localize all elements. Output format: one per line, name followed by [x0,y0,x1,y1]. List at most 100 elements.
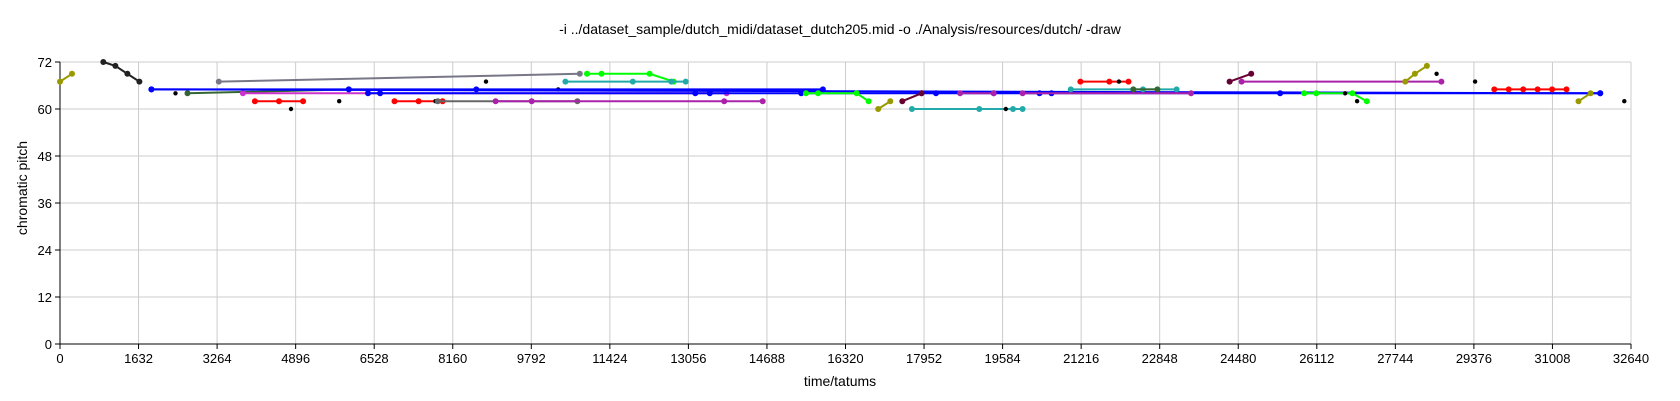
data-point [1301,90,1308,97]
data-point [391,98,398,105]
data-point [276,98,282,105]
series-32 [1238,78,1445,85]
x-tick-label: 11424 [592,351,627,366]
data-point [69,70,75,77]
data-point [1188,90,1195,97]
x-tick-label: 21216 [1063,351,1099,366]
data-point [1363,98,1370,105]
data-point [1575,98,1582,105]
data-point [1067,86,1074,93]
data-point [1077,78,1084,85]
y-tick-label: 24 [38,243,52,258]
series-18 [584,70,677,85]
series-line [587,72,675,83]
data-point [721,98,728,105]
x-tick-label: 16320 [827,351,863,366]
data-point [215,78,222,85]
data-point [598,70,605,77]
x-tick-label: 0 [56,351,63,366]
data-point [1238,78,1245,85]
data-point [853,90,860,97]
data-point [184,90,191,97]
series-31 [1226,70,1255,85]
data-point [646,70,653,77]
data-point [1423,62,1430,69]
data-point [1125,78,1132,85]
data-point [887,98,894,105]
x-tick-label: 17952 [906,351,942,366]
series-6 [288,106,294,112]
data-point [976,106,983,112]
series-19 [562,78,689,85]
data-point [173,91,178,96]
series-12 [492,98,766,105]
data-point [1563,86,1570,93]
y-tick-label: 0 [45,337,52,352]
data-point [1154,86,1161,93]
x-tick-label: 9792 [517,351,546,366]
data-point [100,59,107,65]
data-point [1472,79,1478,84]
grid [59,61,1632,345]
y-tick-label: 72 [38,55,52,70]
data-point [1622,99,1627,104]
data-point [415,98,422,105]
data-point [1010,106,1016,112]
data-point [492,98,499,105]
series-group [57,59,1627,112]
data-point [1349,90,1356,97]
data-point [1130,86,1137,93]
y-axis-title: chromatic pitch [14,141,30,235]
data-point [377,90,384,97]
series-28 [1116,79,1122,84]
data-point [562,78,569,85]
data-point [918,90,925,97]
y-tick-labels: 0 12 24 36 48 60 72 [38,55,52,352]
series-39 [1491,86,1570,93]
series-30 [1019,90,1195,97]
data-point [899,98,906,105]
data-point [300,98,307,105]
data-point [251,98,258,105]
data-point [124,70,131,77]
data-point [576,70,583,77]
series-line [901,92,922,103]
series-29 [1130,86,1161,93]
data-point [1411,70,1418,77]
series-37 [1434,71,1439,77]
data-point [933,90,939,97]
data-point [1313,90,1320,97]
data-point [1019,106,1026,112]
y-tick-label: 60 [38,102,52,117]
data-point [1003,106,1008,112]
x-tick-label: 6528 [360,351,389,366]
data-point [1520,86,1527,93]
series-3 [184,86,352,97]
data-point [1354,99,1360,104]
data-point [112,62,119,69]
x-tick-label: 22848 [1142,351,1178,366]
x-tick-label: 14688 [749,351,785,366]
data-point [815,90,822,97]
data-point [584,70,590,77]
series-33 [1301,90,1370,105]
data-point [1587,90,1594,97]
x-tick-label: 24480 [1220,351,1256,366]
data-point [1116,79,1122,84]
data-point [1106,78,1113,85]
series-35 [1354,99,1360,104]
data-point [668,78,675,85]
data-point [990,90,997,97]
y-tick-label: 36 [38,196,52,211]
series-40 [1575,90,1594,105]
data-point [908,106,915,112]
y-tick-label: 12 [38,290,52,305]
data-point [136,78,143,85]
data-point [875,106,882,112]
series-21 [875,98,894,112]
x-axis-title: time/tatums [804,373,876,389]
data-point [1402,78,1409,85]
data-point [483,79,489,84]
data-point [798,90,805,97]
series-13 [483,79,489,84]
